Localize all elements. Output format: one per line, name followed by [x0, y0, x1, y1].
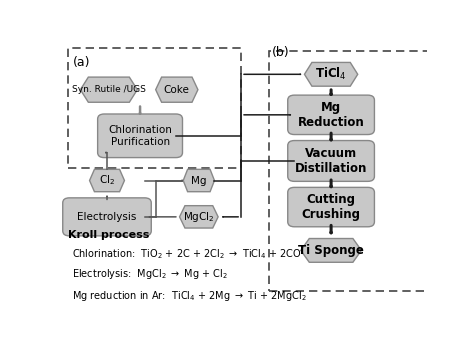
Text: (b): (b) [272, 46, 290, 59]
Text: Chlorination
Purification: Chlorination Purification [108, 125, 172, 147]
Text: MgCl$_2$: MgCl$_2$ [183, 210, 215, 224]
FancyBboxPatch shape [288, 140, 374, 182]
FancyBboxPatch shape [63, 198, 151, 236]
Text: Kroll process: Kroll process [68, 230, 150, 240]
Polygon shape [81, 77, 137, 102]
Text: Coke: Coke [164, 85, 190, 95]
Polygon shape [180, 206, 218, 228]
Text: (a): (a) [73, 56, 91, 69]
Text: Electrolysis: Electrolysis [77, 212, 137, 222]
Text: Mg: Mg [191, 176, 207, 185]
Text: TiCl$_4$: TiCl$_4$ [315, 66, 347, 82]
Polygon shape [304, 62, 358, 86]
Polygon shape [301, 238, 361, 262]
Text: Cl$_2$: Cl$_2$ [99, 174, 115, 187]
FancyBboxPatch shape [288, 187, 374, 227]
Text: Mg
Reduction: Mg Reduction [298, 101, 365, 129]
Text: Electrolysis:  MgCl$_2$ $\rightarrow$ Mg + Cl$_2$: Electrolysis: MgCl$_2$ $\rightarrow$ Mg … [72, 267, 228, 281]
Polygon shape [183, 169, 214, 192]
Text: Vacuum
Distillation: Vacuum Distillation [295, 147, 367, 175]
Polygon shape [90, 169, 125, 192]
Text: Cutting
Crushing: Cutting Crushing [301, 193, 361, 221]
Text: Syn. Rutile /UGS: Syn. Rutile /UGS [72, 85, 146, 94]
Polygon shape [155, 77, 198, 102]
Text: Ti Sponge: Ti Sponge [298, 244, 364, 257]
Text: Mg reduction in Ar:  TiCl$_4$ + 2Mg $\rightarrow$ Ti + 2MgCl$_2$: Mg reduction in Ar: TiCl$_4$ + 2Mg $\rig… [72, 289, 307, 303]
FancyBboxPatch shape [288, 95, 374, 135]
Text: Chlorination:  TiO$_2$ + 2C + 2Cl$_2$ $\rightarrow$ TiCl$_4$ + 2CO: Chlorination: TiO$_2$ + 2C + 2Cl$_2$ $\r… [72, 248, 301, 261]
FancyBboxPatch shape [98, 114, 182, 158]
